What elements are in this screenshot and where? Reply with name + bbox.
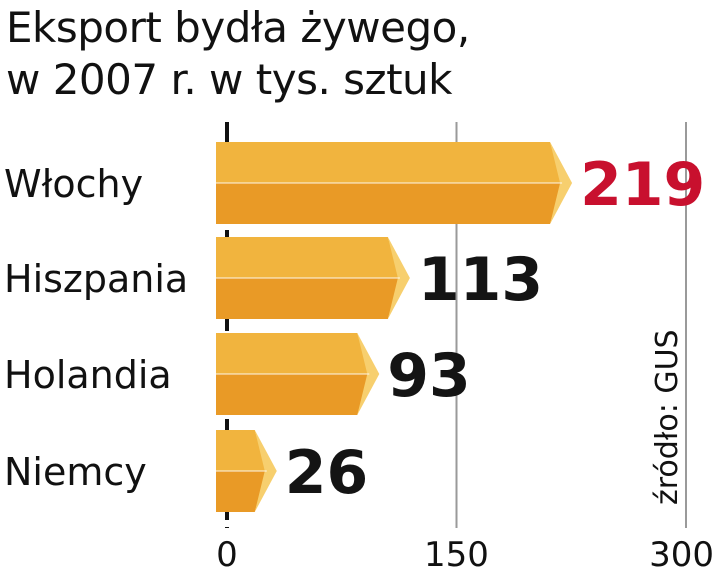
bar-top-1 [216, 142, 563, 183]
bar-bottom-4 [216, 471, 267, 512]
x-tick-label-2: 150 [424, 535, 489, 572]
chart-title-line-1: Eksport bydła żywego, [6, 3, 470, 52]
bar-bottom-3 [216, 374, 370, 415]
x-tick-label-3: 300 [649, 535, 714, 572]
bar-top-3 [216, 333, 370, 374]
category-label-4: Niemcy [4, 450, 147, 494]
chart-title: Eksport bydła żywego, w 2007 r. w tys. s… [6, 2, 470, 106]
chart-title-line-2: w 2007 r. w tys. sztuk [6, 55, 452, 104]
source-note: źródło: GUS [650, 329, 685, 505]
value-label-2: 113 [418, 245, 543, 315]
category-label-2: Hiszpania [4, 257, 188, 301]
bar-top-4 [216, 430, 267, 471]
category-label-3: Holandia [4, 353, 172, 397]
value-label-1: 219 [580, 150, 705, 220]
bar-bottom-1 [216, 183, 563, 224]
category-label-1: Włochy [4, 162, 143, 206]
x-tick-label-1: 0 [216, 535, 238, 572]
value-label-4: 26 [285, 438, 369, 508]
bar-bottom-2 [216, 278, 400, 319]
bar-top-2 [216, 237, 400, 278]
value-label-3: 93 [387, 341, 471, 411]
